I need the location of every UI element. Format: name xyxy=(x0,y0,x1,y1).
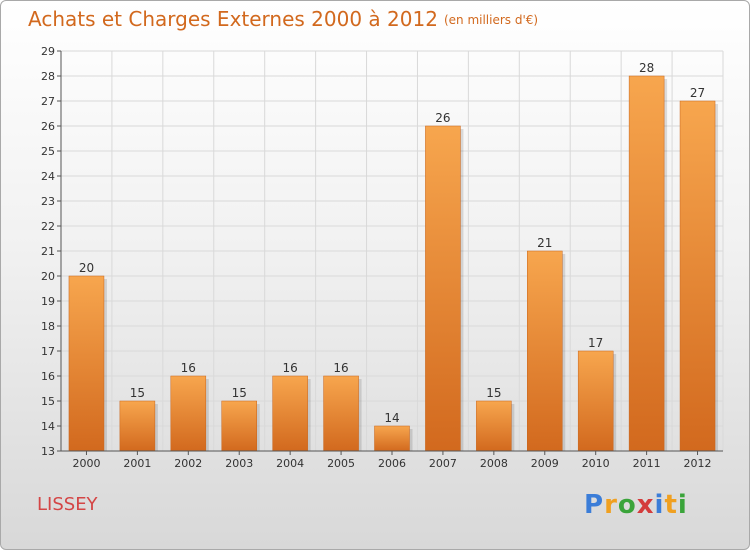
xtick-label-2002: 2002 xyxy=(174,457,202,470)
labels: 13 14 15 16 17 18 19 20 21 22 23 24 25 26 27 28 29 20 2000… xyxy=(41,45,712,470)
title-text: Achats et Charges Externes 2000 à 2012 xyxy=(28,7,438,31)
value-label-2011: 28 xyxy=(639,61,654,75)
ytick-label-13: 13 xyxy=(41,445,55,458)
brand-letter: i xyxy=(654,490,665,520)
bar-2012 xyxy=(679,100,716,452)
ytick-label-16: 16 xyxy=(41,370,55,383)
ytick-label-27: 27 xyxy=(41,95,55,108)
brand-logo: Proxiti xyxy=(584,490,688,520)
value-label-2012: 27 xyxy=(690,86,705,100)
city-name: LISSEY xyxy=(37,494,98,515)
bar-2010 xyxy=(577,350,614,452)
bar-2001 xyxy=(119,400,156,452)
xtick-label-2009: 2009 xyxy=(531,457,559,470)
ytick-label-14: 14 xyxy=(41,420,55,433)
ytick-label-17: 17 xyxy=(41,345,55,358)
ytick-label-26: 26 xyxy=(41,120,55,133)
bar-2000 xyxy=(68,275,105,452)
bar-2002 xyxy=(170,375,207,452)
value-label-2000: 20 xyxy=(79,261,94,275)
ytick-label-20: 20 xyxy=(41,270,55,283)
brand-letter: o xyxy=(617,490,637,520)
value-label-2007: 26 xyxy=(435,111,450,125)
value-label-2003: 15 xyxy=(232,386,247,400)
brand-letter: P xyxy=(584,490,605,520)
xtick-label-2000: 2000 xyxy=(72,457,100,470)
xtick-label-2011: 2011 xyxy=(633,457,661,470)
value-label-2005: 16 xyxy=(333,361,348,375)
xtick-label-2007: 2007 xyxy=(429,457,457,470)
xtick-label-2003: 2003 xyxy=(225,457,253,470)
xtick-label-2006: 2006 xyxy=(378,457,406,470)
axes xyxy=(57,50,723,455)
brand-letter: i xyxy=(677,490,688,520)
value-label-2004: 16 xyxy=(283,361,298,375)
value-label-2009: 21 xyxy=(537,236,552,250)
bar-2006 xyxy=(374,425,410,452)
xtick-label-2008: 2008 xyxy=(480,457,508,470)
ytick-label-28: 28 xyxy=(41,70,55,83)
value-label-2006: 14 xyxy=(384,411,399,425)
ytick-label-22: 22 xyxy=(41,220,55,233)
bar-2007 xyxy=(425,125,461,452)
ytick-label-23: 23 xyxy=(41,195,55,208)
ytick-label-24: 24 xyxy=(41,170,55,183)
xtick-label-2010: 2010 xyxy=(582,457,610,470)
bar-2011 xyxy=(628,75,665,452)
xtick-label-2012: 2012 xyxy=(684,457,712,470)
value-label-2002: 16 xyxy=(181,361,196,375)
value-label-2001: 15 xyxy=(130,386,145,400)
ytick-label-25: 25 xyxy=(41,145,55,158)
grid-lines xyxy=(60,50,724,452)
ytick-label-21: 21 xyxy=(41,245,55,258)
value-label-2008: 15 xyxy=(486,386,501,400)
bars xyxy=(68,75,719,452)
xtick-label-2005: 2005 xyxy=(327,457,355,470)
ytick-label-19: 19 xyxy=(41,295,55,308)
bar-2004 xyxy=(272,375,308,452)
xtick-label-2004: 2004 xyxy=(276,457,304,470)
brand-letter: r xyxy=(604,490,618,520)
bar-2003 xyxy=(221,400,257,452)
value-label-2010: 17 xyxy=(588,336,603,350)
xtick-label-2001: 2001 xyxy=(123,457,151,470)
ytick-label-29: 29 xyxy=(41,45,55,58)
ytick-label-18: 18 xyxy=(41,320,55,333)
chart-title: Achats et Charges Externes 2000 à 2012 (e… xyxy=(28,7,538,31)
unit-label: (en milliers d'€) xyxy=(443,13,539,27)
bar-2008 xyxy=(476,400,512,452)
brand-letter: x xyxy=(636,490,655,520)
brand-letter: t xyxy=(664,490,678,520)
bar-2009 xyxy=(527,250,563,452)
ytick-label-15: 15 xyxy=(41,395,55,408)
bar-2005 xyxy=(323,375,359,452)
